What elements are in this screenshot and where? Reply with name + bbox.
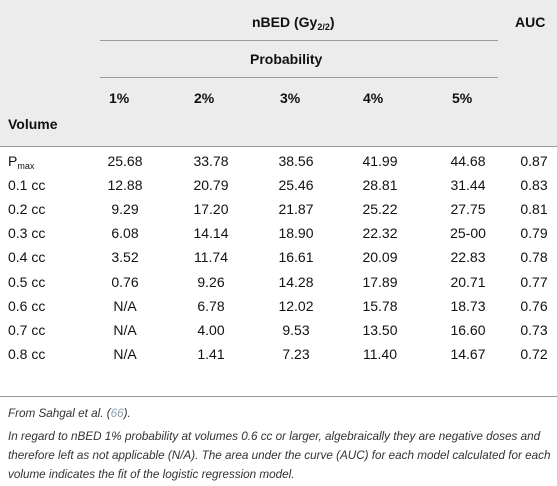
table-bottom-rule xyxy=(0,396,557,397)
nbed-value-cell: 0.76 xyxy=(111,273,139,290)
nbed-value-cell: 44.68 xyxy=(450,153,486,169)
nbed-value-cell: 21.87 xyxy=(278,201,314,218)
nbed-value-cell: 4.00 xyxy=(197,321,225,338)
column-header-2pct: 2% xyxy=(194,90,215,106)
nbed-value-cell: 38.56 xyxy=(278,153,314,169)
group-underline xyxy=(100,40,498,41)
nbed-value-cell: 22.83 xyxy=(450,249,486,266)
nbed-value-cell: 15.78 xyxy=(362,297,398,314)
volume-label: Pmax xyxy=(8,153,34,171)
nbed-value-cell: 16.60 xyxy=(450,321,486,338)
volume-label-text: 0.4 cc xyxy=(8,249,46,266)
table-header-band xyxy=(0,0,557,146)
nbed-value-cell: N/A xyxy=(113,345,137,362)
nbed-value-cell: 11.74 xyxy=(194,249,228,266)
volume-label: 0.5 cc xyxy=(8,274,45,290)
volume-label: 0.7 cc xyxy=(8,322,45,338)
nbed-value-cell: 18.90 xyxy=(278,225,314,242)
nbed-value-cell: N/A xyxy=(113,297,137,314)
nbed-value-cell: 12.88 xyxy=(107,177,143,194)
nbed-value-cell: 1.41 xyxy=(197,345,225,362)
volume-label-text: 0.1 cc xyxy=(8,177,46,194)
nbed-value-cell: 25.22 xyxy=(362,201,398,218)
auc-value-cell: 0.81 xyxy=(520,201,548,218)
nbed-value-cell: 31.44 xyxy=(450,177,486,194)
volume-label: 0.2 cc xyxy=(8,201,45,217)
nbed-value-cell: 3.52 xyxy=(111,249,139,266)
nbed-value-cell: 22.32 xyxy=(362,225,398,242)
nbed-value-cell: 33.78 xyxy=(193,153,229,169)
auc-value-cell: 0.77 xyxy=(520,273,548,290)
nbed-group-header: nBED (Gy2/2) xyxy=(252,14,335,32)
auc-value-cell: 0.72 xyxy=(520,345,548,362)
nbed-value-cell: 20.09 xyxy=(362,249,398,266)
source-footnote: From Sahgal et al. (66). xyxy=(8,404,553,423)
nbed-value-cell: 25.46 xyxy=(278,177,314,194)
volume-label-text: 0.8 cc xyxy=(8,345,46,362)
volume-label-text: 0.5 cc xyxy=(8,273,46,290)
nbed-group-subscript: 2/2 xyxy=(317,22,330,32)
column-header-5pct: 5% xyxy=(452,90,473,106)
source-suffix: ). xyxy=(123,407,131,420)
nbed-value-cell: 13.50 xyxy=(362,321,398,338)
explanatory-footnote: In regard to nBED 1% probability at volu… xyxy=(8,430,551,481)
nbed-value-cell: 28.81 xyxy=(362,177,398,194)
auc-value-cell: 0.73 xyxy=(520,321,548,338)
nbed-value-cell: 25-00 xyxy=(450,225,486,242)
volume-label: 0.4 cc xyxy=(8,249,45,265)
nbed-value-cell: 11.40 xyxy=(363,345,397,362)
nbed-value-cell: 16.61 xyxy=(278,249,314,266)
header-bottom-rule xyxy=(0,146,557,147)
probability-underline xyxy=(100,77,498,78)
nbed-value-cell: 7.23 xyxy=(282,345,310,362)
nbed-value-cell: 20.71 xyxy=(450,273,486,290)
volume-label: 0.3 cc xyxy=(8,225,45,241)
volume-label-text: 0.6 cc xyxy=(8,297,46,314)
nbed-value-cell: 9.26 xyxy=(197,273,225,290)
nbed-value-cell: 17.89 xyxy=(362,273,398,290)
auc-value-cell: 0.76 xyxy=(520,297,548,314)
nbed-value-cell: 6.08 xyxy=(111,225,139,242)
volume-label-text: 0.3 cc xyxy=(8,225,46,242)
nbed-value-cell: 9.29 xyxy=(111,201,139,218)
source-prefix: From Sahgal et al. ( xyxy=(8,407,111,420)
volume-header: Volume xyxy=(8,116,58,132)
volume-label-text: P xyxy=(8,153,18,169)
nbed-value-cell: 14.67 xyxy=(450,345,486,362)
nbed-value-cell: 25.68 xyxy=(107,153,143,169)
volume-label-text: 0.2 cc xyxy=(8,201,46,218)
source-reference-link[interactable]: 66 xyxy=(110,407,124,420)
nbed-value-cell: N/A xyxy=(113,321,137,338)
nbed-value-cell: 18.73 xyxy=(450,297,486,314)
volume-label: 0.8 cc xyxy=(8,346,45,362)
nbed-value-cell: 9.53 xyxy=(282,321,310,338)
volume-label-subscript: max xyxy=(17,161,35,171)
nbed-value-cell: 14.28 xyxy=(278,273,314,290)
nbed-group-label: nBED (Gy xyxy=(252,14,318,30)
nbed-value-cell: 17.20 xyxy=(193,201,229,218)
column-header-4pct: 4% xyxy=(363,90,384,106)
nbed-value-cell: 27.75 xyxy=(450,201,486,218)
column-header-1pct: 1% xyxy=(109,90,130,106)
auc-value-cell: 0.78 xyxy=(520,249,548,266)
nbed-value-cell: 41.99 xyxy=(362,153,398,169)
nbed-value-cell: 6.78 xyxy=(197,297,225,314)
nbed-value-cell: 20.79 xyxy=(193,177,229,194)
column-header-3pct: 3% xyxy=(280,90,301,106)
volume-label: 0.6 cc xyxy=(8,298,45,314)
auc-header: AUC xyxy=(515,14,546,30)
auc-value-cell: 0.87 xyxy=(520,153,548,169)
volume-label-text: 0.7 cc xyxy=(8,321,46,338)
auc-value-cell: 0.83 xyxy=(520,177,548,194)
nbed-group-close: ) xyxy=(329,14,335,30)
volume-label: 0.1 cc xyxy=(8,177,45,193)
auc-value-cell: 0.79 xyxy=(520,225,548,242)
nbed-value-cell: 14.14 xyxy=(193,225,229,242)
nbed-value-cell: 12.02 xyxy=(278,297,314,314)
probability-header: Probability xyxy=(250,51,323,67)
